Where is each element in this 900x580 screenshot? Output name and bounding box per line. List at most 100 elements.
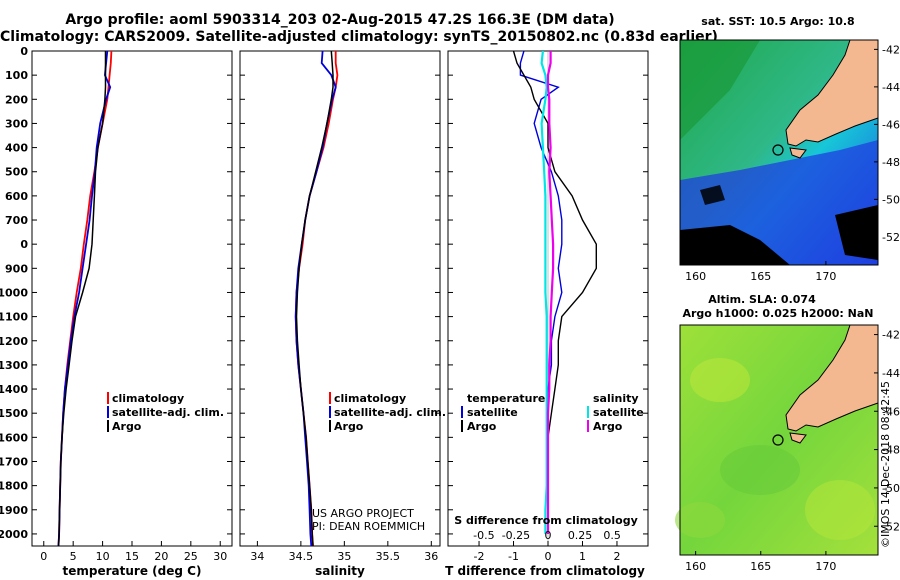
sla-profile-marker — [772, 434, 784, 446]
legend-salinity-title: salinity — [593, 392, 639, 405]
legend-satellite-adj: satellite-adj. clim. — [112, 406, 224, 419]
depth-tick-label: 400 — [5, 142, 28, 155]
x-tick-label: 20 — [154, 550, 168, 563]
top-tick-label: 0.5 — [603, 529, 621, 542]
lat-tick-label: -50 — [882, 482, 900, 495]
series-line-argo — [512, 51, 597, 534]
x-tick-label: 2 — [613, 550, 620, 563]
lat-tick-label: -46 — [882, 118, 900, 131]
title-line-2: Climatology: CARS2009. Satellite-adjuste… — [0, 29, 718, 45]
x-tick-label: 34 — [250, 550, 264, 563]
series-line-salinity-argo — [546, 51, 555, 534]
depth-tick-label: 1200 — [0, 335, 28, 348]
depth-tick-label: 100 — [5, 69, 28, 82]
lon-tick-label: 160 — [685, 270, 706, 283]
difference-xlabel: T difference from climatology — [445, 564, 645, 578]
salinity-legend: climatology satellite-adj. clim. Argo — [329, 392, 446, 433]
temperature-xlabel: temperature (deg C) — [63, 564, 202, 578]
lat-tick-label: -44 — [882, 367, 900, 380]
depth-tick-label: 1600 — [0, 431, 28, 444]
x-tick-label: 1 — [579, 550, 586, 563]
x-tick-label: 15 — [125, 550, 139, 563]
salinity-panel-frame — [239, 50, 441, 547]
depth-tick-label: 1300 — [0, 359, 28, 372]
legend-argo: Argo — [334, 420, 364, 433]
depth-tick-label: 500 — [5, 166, 28, 179]
x-tick-label: 10 — [96, 550, 110, 563]
x-tick-label: 35 — [337, 550, 351, 563]
depth-tick-label: 700 — [5, 214, 28, 227]
legend-temperature-title: temperature — [467, 392, 545, 405]
lon-tick-label: 170 — [815, 270, 836, 283]
x-tick-label: 36 — [424, 550, 438, 563]
sla-map — [675, 324, 879, 556]
depth-tick-label: 300 — [5, 117, 28, 130]
project-annotation-2: PI: DEAN ROEMMICH — [312, 520, 425, 533]
sla-map-title-2: Argo h1000: 0.025 h2000: NaN — [682, 307, 873, 320]
sla-map-title-1: Altim. SLA: 0.074 — [708, 293, 816, 306]
series-line-satellite-adj-clim- — [294, 51, 337, 546]
legend-argo: Argo — [112, 420, 142, 433]
top-tick-label: 0 — [545, 529, 552, 542]
legend-temp-argo: Argo — [467, 420, 497, 433]
top-tick-label: -0.25 — [502, 529, 530, 542]
sla-map-axes: -42 -44 -46 -48 -50 -52 160 165 170 — [685, 329, 900, 573]
difference-lines — [512, 51, 597, 546]
depth-tick-label: 600 — [5, 190, 28, 203]
depth-tick-label: 0 — [20, 238, 28, 251]
project-annotation-1: US ARGO PROJECT — [312, 507, 414, 520]
x-tick-label: -2 — [474, 550, 485, 563]
temperature-legend: climatology satellite-adj. clim. Argo — [107, 392, 224, 433]
depth-axis: 0 100 200 300 400 500 600 700 0 900 1000 1100 1200 13… — [0, 45, 648, 541]
difference-top-label: S difference from climatology — [454, 514, 638, 527]
lat-tick-label: -48 — [882, 444, 900, 457]
sst-map-axes: -42 -44 -46 -48 -50 -52 160 165 170 — [685, 43, 900, 283]
lat-tick-label: -44 — [882, 81, 900, 94]
depth-tick-label: 1400 — [0, 383, 28, 396]
series-line-argo — [295, 51, 334, 546]
depth-tick-label: 1100 — [0, 311, 28, 324]
lat-tick-label: -52 — [882, 520, 900, 533]
depth-tick-label: 900 — [5, 262, 28, 275]
lon-tick-label: 160 — [685, 560, 706, 573]
x-tick-label: 25 — [184, 550, 198, 563]
sst-map — [679, 39, 879, 266]
lon-tick-label: 170 — [815, 560, 836, 573]
series-line-climatology — [57, 51, 113, 546]
depth-tick-label: 1900 — [0, 504, 28, 517]
x-tick-label: 0 — [545, 550, 552, 563]
depth-tick-label: 0 — [20, 45, 28, 58]
x-tick-label: -1 — [508, 550, 519, 563]
salinity-xlabel: salinity — [315, 564, 365, 578]
credit-text: ©IMOS 14-Dec-2018 08:42:45 — [879, 381, 892, 548]
depth-tick-label: 1500 — [0, 407, 28, 420]
salinity-lines — [294, 51, 339, 546]
lat-tick-label: -42 — [882, 329, 900, 342]
series-line-salinity-satellite — [540, 51, 548, 534]
depth-tick-label: 1000 — [0, 286, 28, 299]
sst-map-title: sat. SST: 10.5 Argo: 10.8 — [701, 15, 854, 28]
x-axis-ticks: 0 5 10 15 20 25 30 34 34.5 35 35.5 36 -2 -1 0 1 2 -0.5 -0.… — [40, 529, 621, 563]
legend-temp-satellite: satellite — [467, 406, 518, 419]
x-tick-label: 35.5 — [376, 550, 401, 563]
series-line-climatology — [294, 51, 339, 546]
lon-tick-label: 165 — [750, 270, 771, 283]
legend-climatology: climatology — [112, 392, 184, 405]
temperature-panel-frame — [31, 50, 233, 547]
series-line-argo — [57, 51, 107, 546]
legend-sal-argo: Argo — [593, 420, 623, 433]
x-tick-label: 34.5 — [289, 550, 314, 563]
title-line-1: Argo profile: aoml 5903314_203 02-Aug-20… — [65, 12, 615, 28]
depth-tick-label: 1700 — [0, 455, 28, 468]
top-tick-label: 0.25 — [568, 529, 593, 542]
difference-legend: temperature satellite Argo salinity sate… — [461, 392, 644, 433]
lat-tick-label: -48 — [882, 156, 900, 169]
depth-tick-label: 200 — [5, 93, 28, 106]
lat-tick-label: -50 — [882, 193, 900, 206]
lat-tick-label: -52 — [882, 231, 900, 244]
lon-tick-label: 165 — [750, 560, 771, 573]
temperature-lines — [57, 51, 113, 546]
sst-profile-marker — [772, 144, 784, 156]
top-tick-label: -0.5 — [473, 529, 494, 542]
